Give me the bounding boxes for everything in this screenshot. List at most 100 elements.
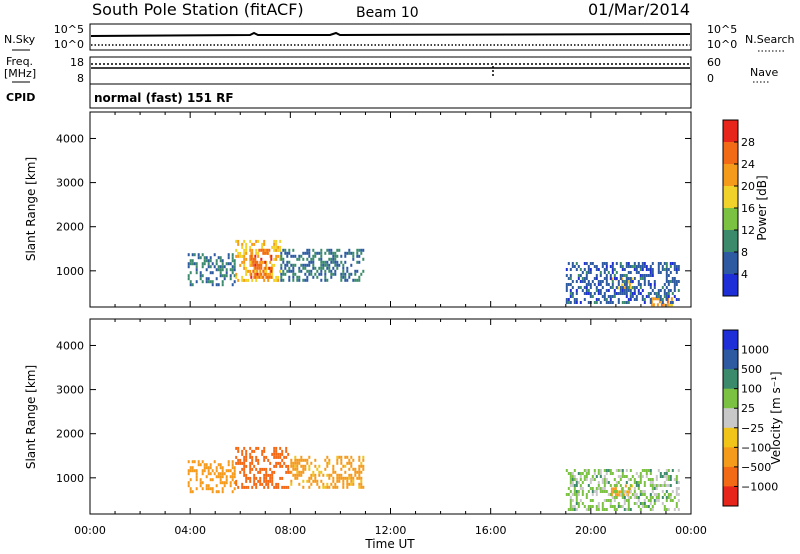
echo-cell: [643, 490, 646, 493]
echo-cell: [649, 283, 652, 286]
echo-cell: [579, 478, 582, 481]
echo-cell: [290, 479, 293, 483]
echo-cell: [344, 455, 347, 459]
echo-cell: [629, 469, 632, 472]
echo-cell: [569, 274, 572, 277]
echo-cell: [653, 499, 656, 502]
echo-cell: [667, 274, 670, 277]
echo-cell: [219, 268, 222, 272]
echo-cell: [591, 475, 594, 478]
echo-cell: [259, 470, 262, 474]
echo-cell: [298, 482, 301, 486]
echo-cell: [633, 490, 636, 493]
echo-cell: [253, 479, 256, 483]
echo-cell: [601, 481, 604, 484]
echo-cell: [653, 292, 656, 295]
echo-cell: [310, 473, 313, 477]
echo-cell: [201, 487, 204, 491]
echo-cell: [249, 248, 252, 252]
echo-cell: [338, 473, 341, 477]
echo-cell: [284, 263, 287, 267]
echo-cell: [201, 253, 204, 257]
echo-cell: [663, 472, 666, 475]
echo-cell: [651, 262, 654, 265]
echo-cell: [579, 280, 582, 283]
echo-cell: [279, 239, 282, 243]
echo-cell: [296, 476, 299, 480]
echo-cell: [340, 260, 343, 264]
sky-panel-frame: [89, 23, 692, 51]
echo-cell: [585, 262, 588, 265]
echo-cell: [623, 280, 626, 283]
echo-cell: [647, 469, 650, 472]
echo-cell: [281, 449, 284, 453]
echo-cell: [655, 478, 658, 481]
echo-cell: [650, 297, 653, 301]
echo-cell: [298, 458, 301, 462]
echo-cell: [241, 452, 244, 456]
echo-cell: [268, 248, 271, 252]
echo-cell: [340, 473, 343, 477]
echo-cell: [316, 269, 319, 273]
echo-cell: [284, 248, 287, 252]
echo-cell: [665, 292, 668, 295]
echo-cell: [201, 460, 204, 464]
echo-cell: [233, 472, 236, 476]
velocity-colorbar-border: [722, 329, 739, 507]
echo-cell: [661, 496, 664, 499]
echo-cell: [659, 289, 662, 292]
power-colorbar-swatch: [723, 120, 738, 143]
echo-cell: [669, 265, 672, 268]
echo-cell: [233, 487, 236, 491]
echo-cell: [257, 461, 260, 465]
echo-cell: [587, 289, 590, 292]
echo-cell: [243, 467, 246, 471]
echo-cell: [340, 254, 343, 258]
echo-cell: [665, 472, 668, 475]
echo-cell: [312, 263, 315, 267]
velocity-colorbar-swatch: [723, 447, 738, 468]
echo-cell: [332, 470, 335, 474]
echo-cell: [633, 478, 636, 481]
echo-cell: [326, 278, 329, 282]
echo-cell: [657, 493, 660, 496]
echo-cell: [294, 263, 297, 267]
echo-cell: [211, 478, 214, 482]
echo-cell: [589, 262, 592, 265]
echo-cell: [601, 286, 604, 289]
echo-cell: [643, 301, 646, 304]
echo-cell: [629, 280, 632, 283]
echo-cell: [669, 493, 672, 496]
echo-cell: [290, 482, 293, 486]
echo-cell: [655, 484, 658, 487]
echo-cell: [300, 470, 303, 474]
echo-cell: [667, 475, 670, 478]
echo-cell: [635, 496, 638, 499]
echo-cell: [651, 487, 654, 490]
echo-cell: [308, 263, 311, 267]
echo-cell: [239, 263, 242, 267]
echo-cell: [223, 472, 226, 476]
echo-cell: [346, 476, 349, 480]
echo-cell: [633, 496, 636, 499]
echo-cell: [229, 484, 232, 488]
echo-cell: [657, 295, 660, 298]
echo-cell: [294, 467, 297, 471]
echo-cell: [201, 262, 204, 266]
echo-cell: [659, 271, 662, 274]
echo-cell: [643, 262, 646, 265]
echo-cell: [585, 472, 588, 475]
echo-cell: [622, 286, 625, 290]
echo-cell: [571, 265, 574, 268]
echo-cell: [571, 280, 574, 283]
echo-cell: [650, 300, 653, 304]
echo-cell: [616, 490, 619, 494]
echo-cell: [657, 484, 660, 487]
echo-cell: [609, 265, 612, 268]
echo-cell: [583, 505, 586, 508]
echo-cell: [203, 469, 206, 473]
echo-cell: [249, 245, 252, 249]
echo-cell: [671, 262, 674, 265]
echo-cell: [191, 469, 194, 473]
